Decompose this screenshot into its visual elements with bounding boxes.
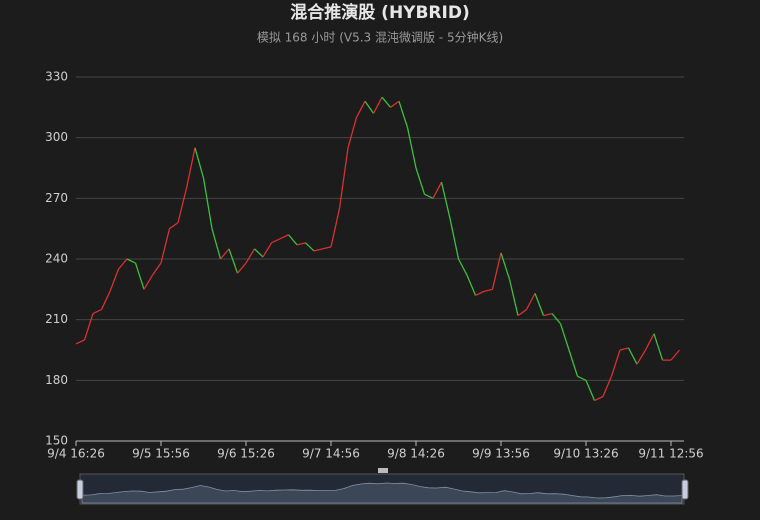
x-tick-label: 9/7 14:56	[302, 447, 360, 461]
price-segment	[466, 274, 477, 296]
price-segment	[211, 228, 222, 260]
price-segment	[347, 117, 358, 148]
price-segment	[415, 167, 426, 195]
price-segment	[330, 208, 341, 248]
price-segment	[508, 279, 519, 316]
navigator-grip[interactable]	[378, 468, 388, 473]
price-segment	[577, 375, 587, 381]
price-segment	[457, 258, 468, 276]
price-segment	[262, 242, 273, 258]
price-segment	[525, 293, 536, 310]
price-segment	[305, 242, 315, 252]
price-segment	[254, 248, 264, 258]
price-segment	[491, 252, 502, 290]
price-segment	[296, 242, 306, 246]
price-segment	[151, 262, 162, 276]
price-segment	[406, 127, 417, 169]
y-tick-label: 210	[45, 312, 68, 326]
price-segment	[237, 262, 247, 274]
price-segment	[160, 228, 171, 264]
price-segment	[364, 100, 375, 114]
x-tick-label: 9/6 15:26	[217, 447, 275, 461]
navigator-handle-left[interactable]	[76, 479, 84, 500]
price-segment	[202, 178, 213, 229]
y-tick-label: 270	[45, 191, 68, 205]
price-segment	[100, 291, 111, 310]
price-segment	[543, 312, 553, 317]
price-segment	[126, 258, 136, 264]
price-segment	[185, 147, 196, 189]
price-segment	[602, 376, 613, 397]
y-tick-label: 150	[45, 434, 68, 448]
price-segment	[636, 349, 647, 365]
x-tick-label: 9/4 16:26	[47, 447, 105, 461]
navigator-area	[81, 482, 683, 504]
x-tick-label: 9/9 13:56	[472, 447, 530, 461]
price-segment	[432, 181, 443, 199]
price-segment	[177, 188, 188, 223]
price-segment	[568, 349, 579, 377]
price-segment	[75, 339, 85, 345]
price-segment	[559, 323, 570, 351]
price-segment	[355, 100, 366, 118]
x-tick-label: 9/10 13:26	[553, 447, 618, 461]
price-segment	[134, 262, 145, 290]
price-segment	[372, 96, 383, 114]
price-segment	[534, 293, 545, 316]
price-segment	[279, 234, 289, 240]
price-segment	[381, 96, 391, 108]
price-segment	[92, 308, 102, 315]
price-segment	[551, 313, 561, 325]
price-segment	[594, 395, 604, 402]
price-segment	[670, 349, 680, 361]
price-segment	[338, 147, 349, 209]
price-segment	[585, 380, 596, 401]
price-segment	[288, 234, 298, 246]
price-segment	[245, 248, 256, 264]
x-tick-label: 9/11 12:56	[638, 447, 703, 461]
price-segment	[390, 100, 400, 108]
price-segment	[517, 309, 527, 317]
price-segment	[271, 238, 281, 244]
price-segment	[220, 248, 230, 260]
chart-subtitle: 模拟 168 小时 (V5.3 混沌微调版 - 5分钟K线)	[257, 30, 503, 45]
price-segment	[118, 258, 128, 270]
price-segment	[500, 252, 511, 280]
navigator-handle-right[interactable]	[681, 479, 689, 500]
price-segment	[449, 218, 460, 260]
price-segment	[313, 248, 323, 252]
y-tick-label: 180	[45, 373, 68, 387]
price-segment	[644, 333, 655, 351]
y-tick-label: 330	[45, 70, 68, 84]
price-segment	[169, 222, 179, 230]
chart-title: 混合推演股 (HYBRID)	[290, 2, 469, 23]
price-segment	[143, 274, 154, 290]
price-segment	[424, 193, 434, 199]
price-segment	[83, 313, 94, 341]
price-segment	[322, 246, 332, 250]
x-tick-label: 9/5 15:56	[132, 447, 190, 461]
price-segment	[610, 349, 621, 377]
price-segment	[194, 147, 205, 179]
price-segment	[398, 101, 409, 128]
price-segment	[228, 248, 239, 274]
price-segment	[653, 333, 664, 361]
price-segment	[475, 290, 485, 296]
y-tick-label: 240	[45, 252, 68, 266]
x-tick-label: 9/8 14:26	[387, 447, 445, 461]
y-tick-label: 300	[45, 130, 68, 144]
price-segment	[619, 347, 629, 351]
price-segment	[109, 268, 120, 292]
price-segment	[483, 288, 493, 292]
price-segment	[440, 182, 451, 219]
price-segment	[627, 347, 638, 365]
